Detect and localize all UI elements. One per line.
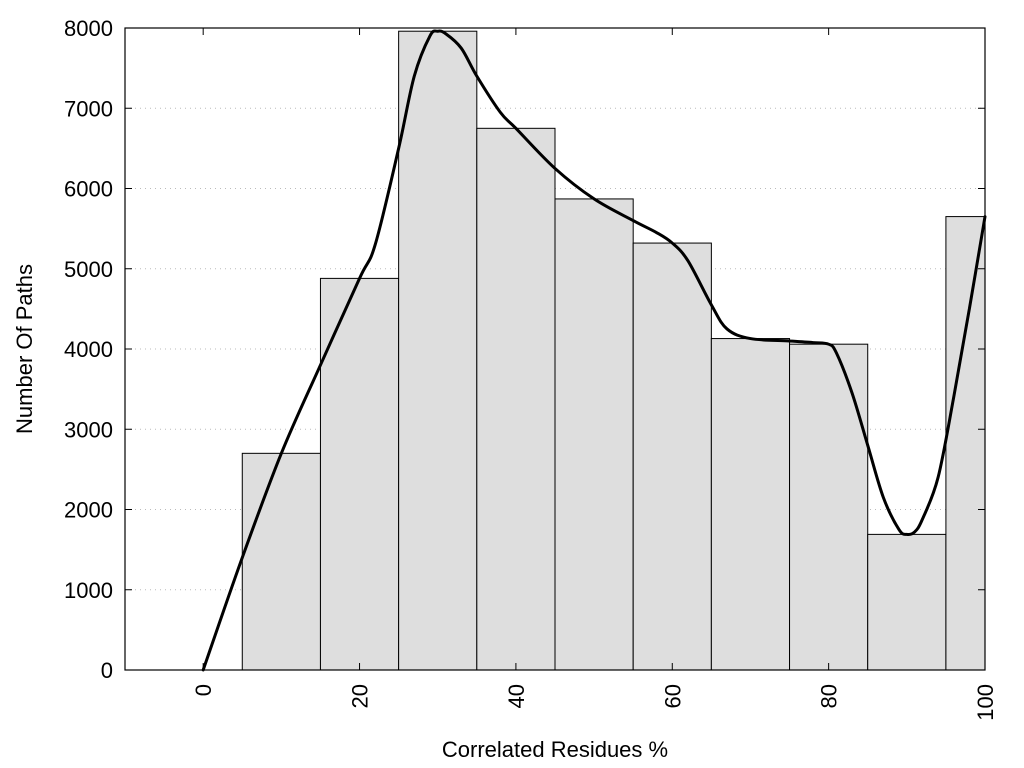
y-tick-label-6: 6000	[64, 177, 113, 202]
x-axis-label: Correlated Residues %	[442, 737, 668, 762]
y-tick-labels: 0 1000 2000 3000 4000 5000 6000 7000 8000	[64, 16, 113, 683]
histogram-bar-1	[319, 277, 400, 671]
histogram-bar-8	[867, 533, 947, 671]
y-tick-label-1: 1000	[64, 578, 113, 603]
histogram-bar-3	[476, 127, 556, 671]
x-tick-label-5: 100	[973, 684, 998, 721]
histogram-bar-4	[554, 198, 634, 671]
x-tick-label-4: 80	[817, 684, 842, 708]
smooth-curve	[201, 29, 987, 672]
histogram-bars	[241, 30, 986, 671]
y-tick-label-3: 3000	[64, 417, 113, 442]
histogram-bar-5	[632, 242, 712, 671]
x-tick-labels: 0 20 40 60 80 100	[191, 684, 998, 721]
y-tick-label-7: 7000	[64, 96, 113, 121]
smooth-curve-layer	[201, 29, 987, 672]
y-tick-label-4: 4000	[64, 337, 113, 362]
histogram-bar-0	[241, 452, 321, 671]
histogram-bar-9	[945, 216, 986, 671]
x-tick-label-0: 0	[191, 684, 216, 696]
histogram-bar-7	[789, 343, 869, 671]
axis-ticks	[125, 27, 986, 671]
histogram-bar-6	[710, 338, 791, 671]
x-tick-label-3: 60	[660, 684, 685, 708]
y-tick-label-0: 0	[101, 658, 113, 683]
histogram-bar-2	[398, 30, 478, 671]
y-tick-label-8: 8000	[64, 16, 113, 41]
y-tick-label-2: 2000	[64, 498, 113, 523]
y-axis-label: Number Of Paths	[12, 264, 37, 434]
x-tick-label-2: 40	[504, 684, 529, 708]
y-tick-label-5: 5000	[64, 257, 113, 282]
x-tick-label-1: 20	[348, 684, 373, 708]
